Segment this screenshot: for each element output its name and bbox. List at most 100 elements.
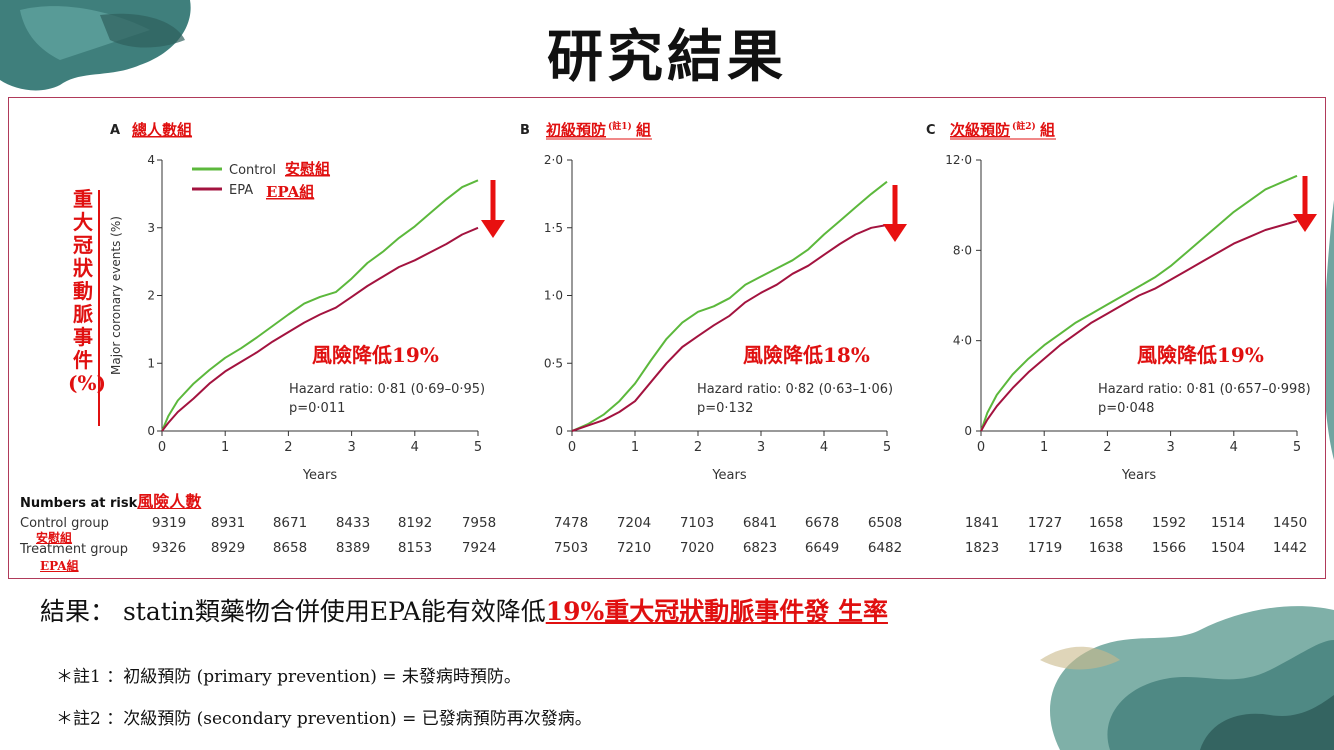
panel-b-risk-control-value: 6678 bbox=[804, 515, 840, 531]
panel-b-risk-control-value: 7204 bbox=[616, 515, 652, 531]
legend-epa-label-zh: EPA組 bbox=[266, 183, 314, 201]
panel-c-risk-control-value: 1450 bbox=[1272, 515, 1308, 531]
panel-a-x-axis-label: Years bbox=[302, 468, 338, 483]
conclusion-prefix: 結果： statin類藥物合併使用EPA能有效降低 bbox=[40, 597, 546, 626]
panel-b-y-tick-label: 0 bbox=[555, 424, 563, 438]
panel-b-y-tick-label: 2·0 bbox=[544, 153, 563, 167]
panel-b-risk-reduction: 風險降低18% bbox=[743, 343, 870, 367]
panel-a-risk-control-value: 8433 bbox=[335, 515, 371, 531]
panel-a-y-tick-label: 2 bbox=[147, 289, 155, 303]
panel-b-x-tick-label: 2 bbox=[694, 440, 702, 455]
panel-a-series-control bbox=[161, 179, 479, 432]
decor-top-left bbox=[0, 0, 191, 91]
panel-a-risk-treatment-value: 9326 bbox=[151, 540, 187, 556]
panel-c-risk-control-value: 1727 bbox=[1027, 515, 1063, 531]
footnote-1: ＊註1 ：初級預防 (primary prevention) = 未發病時預防。 bbox=[56, 667, 521, 687]
panel-b-risk-control-value: 7103 bbox=[679, 515, 715, 531]
panel-c-arrow-head bbox=[1293, 214, 1317, 232]
panel-a-risk-control-value: 8192 bbox=[397, 515, 433, 531]
panel-b-arrow-head bbox=[883, 224, 907, 242]
panel-b-letter: B bbox=[520, 123, 530, 138]
panel-b-x-tick-label: 3 bbox=[757, 440, 765, 455]
panel-c-x-tick-label: 5 bbox=[1293, 440, 1301, 455]
panel-b-y-tick-label: 1·5 bbox=[544, 221, 563, 235]
panel-b-x-tick-label: 4 bbox=[820, 440, 828, 455]
panel-a-risk-treatment-value: 8929 bbox=[210, 540, 246, 556]
panel-a-hazard-ratio: Hazard ratio: 0·81 (0·69–0·95) bbox=[289, 382, 485, 397]
panel-b-x-tick-label: 5 bbox=[883, 440, 891, 455]
numbers-at-risk-header-en: Numbers at risk bbox=[20, 496, 138, 511]
panel-a-risk-control-value: 8931 bbox=[210, 515, 246, 531]
conclusion-highlight: 19%重大冠狀動脈事件發 生率 bbox=[545, 597, 888, 626]
footnote-2: ＊註2 ：次級預防 (secondary prevention) = 已發病預防… bbox=[56, 709, 592, 729]
panel-c-risk-control-value: 1841 bbox=[964, 515, 1000, 531]
panel-c-y-tick-label: 0 bbox=[964, 424, 972, 438]
panel-c-series-control bbox=[980, 174, 1298, 432]
panel-a-series-epa bbox=[161, 226, 479, 432]
panel-a-p-value: p=0·011 bbox=[289, 401, 345, 416]
panel-b-x-tick-label: 0 bbox=[568, 440, 576, 455]
panel-a-letter: A bbox=[110, 123, 120, 138]
panel-a-risk-treatment-value: 7924 bbox=[461, 540, 497, 556]
panel-b-y-tick-label: 0·5 bbox=[544, 356, 563, 370]
panel-a-risk-treatment-value: 8389 bbox=[335, 540, 371, 556]
treatment-group-label: Treatment group bbox=[20, 542, 129, 557]
panel-c-x-tick-label: 4 bbox=[1230, 440, 1238, 455]
panel-c-risk-treatment-value: 1638 bbox=[1088, 540, 1124, 556]
panel-a-risk-control-value: 9319 bbox=[151, 515, 187, 531]
control-group-label: Control group bbox=[20, 516, 109, 531]
panel-a-x-tick-label: 0 bbox=[158, 440, 166, 455]
panel-a-y-tick-label: 3 bbox=[147, 221, 155, 235]
y-axis-title-underline bbox=[98, 190, 100, 426]
panel-a-title: 總人數組 bbox=[132, 121, 192, 139]
panel-c-x-tick-label: 0 bbox=[977, 440, 985, 455]
panel-c-risk-control-value: 1592 bbox=[1151, 515, 1187, 531]
panel-b-title-suffix: 組 bbox=[636, 121, 651, 139]
panel-c-risk-treatment-value: 1442 bbox=[1272, 540, 1308, 556]
panel-a-y-tick-label: 0 bbox=[147, 424, 155, 438]
decor-bottom-right bbox=[1040, 606, 1334, 750]
panel-c-title-note: (註2) bbox=[1012, 120, 1036, 132]
y-axis-title-zh: 重大冠狀動脈事件(%) bbox=[68, 187, 106, 395]
panel-c-title-suffix: 組 bbox=[1040, 121, 1055, 139]
panel-b-x-tick-label: 1 bbox=[631, 440, 639, 455]
panel-c-risk-treatment-value: 1566 bbox=[1151, 540, 1187, 556]
panel-a-arrow-head bbox=[481, 220, 505, 238]
panel-c-y-tick-label: 8·0 bbox=[953, 243, 972, 257]
panel-b-p-value: p=0·132 bbox=[697, 401, 753, 416]
panel-b-y-tick-label: 1·0 bbox=[544, 289, 563, 303]
panel-b-title-note: (註1) bbox=[608, 120, 632, 132]
panel-c-hazard-ratio: Hazard ratio: 0·81 (0·657–0·998) bbox=[1098, 382, 1311, 397]
panel-a-risk-treatment-value: 8658 bbox=[272, 540, 308, 556]
panel-c-y-tick-label: 12·0 bbox=[945, 153, 972, 167]
panel-c-x-tick-label: 2 bbox=[1103, 440, 1111, 455]
treatment-group-label-zh: EPA組 bbox=[40, 559, 79, 573]
panel-a-x-tick-label: 3 bbox=[347, 440, 355, 455]
panel-b-series-control bbox=[571, 180, 888, 432]
panel-b-risk-treatment-value: 7503 bbox=[553, 540, 589, 556]
panel-b-risk-control-value: 6841 bbox=[742, 515, 778, 531]
panel-a-risk-control-value: 8671 bbox=[272, 515, 308, 531]
panel-a-risk-reduction: 風險降低19% bbox=[312, 343, 439, 367]
panel-c-risk-control-value: 1514 bbox=[1210, 515, 1246, 531]
panel-b-series-epa bbox=[571, 224, 888, 432]
panel-c-risk-reduction: 風險降低19% bbox=[1137, 343, 1264, 367]
panel-b-risk-treatment-value: 6649 bbox=[804, 540, 840, 556]
legend-epa-label: EPA bbox=[229, 183, 253, 198]
panel-a-y-axis-label: Major coronary events (%) bbox=[109, 216, 123, 375]
conclusion-line: 結果： statin類藥物合併使用EPA能有效降低19%重大冠狀動脈事件發 生率 bbox=[40, 592, 888, 628]
panel-a-risk-treatment-value: 8153 bbox=[397, 540, 433, 556]
panel-c-x-tick-label: 3 bbox=[1166, 440, 1174, 455]
panel-c-p-value: p=0·048 bbox=[1098, 401, 1154, 416]
panel-c-letter: C bbox=[926, 123, 936, 138]
panel-a-x-tick-label: 5 bbox=[474, 440, 482, 455]
panel-b-risk-treatment-value: 7210 bbox=[616, 540, 652, 556]
panel-b-x-axis-label: Years bbox=[711, 468, 747, 483]
panel-c-title: 次級預防 bbox=[950, 121, 1010, 139]
panel-b-risk-treatment-value: 7020 bbox=[679, 540, 715, 556]
panel-a-x-tick-label: 1 bbox=[221, 440, 229, 455]
legend-control-label: Control bbox=[229, 163, 276, 178]
panel-b-hazard-ratio: Hazard ratio: 0·82 (0·63–1·06) bbox=[697, 382, 893, 397]
numbers-at-risk-header-zh: 風險人數 bbox=[137, 492, 202, 511]
